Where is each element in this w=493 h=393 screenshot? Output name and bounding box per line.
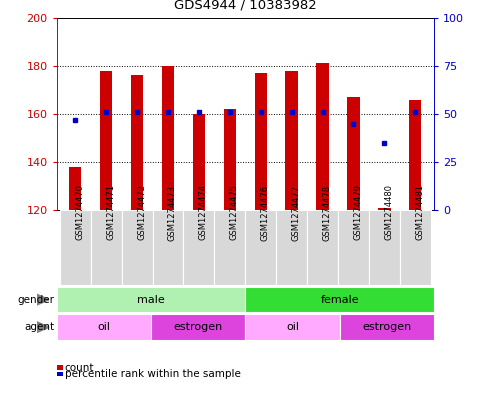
Bar xyxy=(224,109,236,210)
Bar xyxy=(69,167,81,210)
Bar xyxy=(276,210,307,285)
Polygon shape xyxy=(37,294,49,305)
Bar xyxy=(193,114,205,210)
Bar xyxy=(60,210,91,285)
Text: GSM1274480: GSM1274480 xyxy=(385,184,393,241)
Text: GSM1274471: GSM1274471 xyxy=(106,184,115,241)
Bar xyxy=(245,314,340,340)
Bar xyxy=(100,71,112,210)
Text: GSM1274476: GSM1274476 xyxy=(261,184,270,241)
Text: percentile rank within the sample: percentile rank within the sample xyxy=(65,369,241,379)
Text: agent: agent xyxy=(24,322,54,332)
Bar xyxy=(409,99,422,210)
Text: oil: oil xyxy=(97,322,110,332)
Bar xyxy=(152,210,183,285)
Bar xyxy=(378,208,390,210)
Text: GSM1274470: GSM1274470 xyxy=(75,184,84,241)
Bar xyxy=(183,210,214,285)
Bar xyxy=(131,75,143,210)
Text: GSM1274473: GSM1274473 xyxy=(168,184,177,241)
Bar xyxy=(254,73,267,210)
Text: female: female xyxy=(320,295,359,305)
Text: GDS4944 / 10383982: GDS4944 / 10383982 xyxy=(174,0,317,12)
Text: GSM1274472: GSM1274472 xyxy=(137,184,146,241)
Bar xyxy=(245,287,434,312)
Bar xyxy=(151,314,245,340)
Bar xyxy=(369,210,400,285)
Bar xyxy=(317,63,329,210)
Bar xyxy=(400,210,431,285)
Text: GSM1274474: GSM1274474 xyxy=(199,184,208,241)
Text: estrogen: estrogen xyxy=(174,322,223,332)
Text: count: count xyxy=(65,363,94,373)
Text: gender: gender xyxy=(17,295,54,305)
Text: GSM1274477: GSM1274477 xyxy=(292,184,301,241)
Text: GSM1274479: GSM1274479 xyxy=(353,184,362,241)
Bar xyxy=(214,210,245,285)
Bar xyxy=(91,210,122,285)
Text: male: male xyxy=(137,295,165,305)
Bar xyxy=(340,314,434,340)
Bar xyxy=(57,314,151,340)
Bar xyxy=(307,210,338,285)
Bar xyxy=(347,97,360,210)
Polygon shape xyxy=(37,322,49,332)
Bar xyxy=(338,210,369,285)
Bar xyxy=(162,66,174,210)
Bar xyxy=(285,71,298,210)
Text: GSM1274475: GSM1274475 xyxy=(230,184,239,241)
Bar xyxy=(57,287,245,312)
Text: GSM1274481: GSM1274481 xyxy=(415,184,424,241)
Bar xyxy=(122,210,152,285)
Text: estrogen: estrogen xyxy=(362,322,411,332)
Bar xyxy=(245,210,276,285)
Text: oil: oil xyxy=(286,322,299,332)
Text: GSM1274478: GSM1274478 xyxy=(322,184,332,241)
